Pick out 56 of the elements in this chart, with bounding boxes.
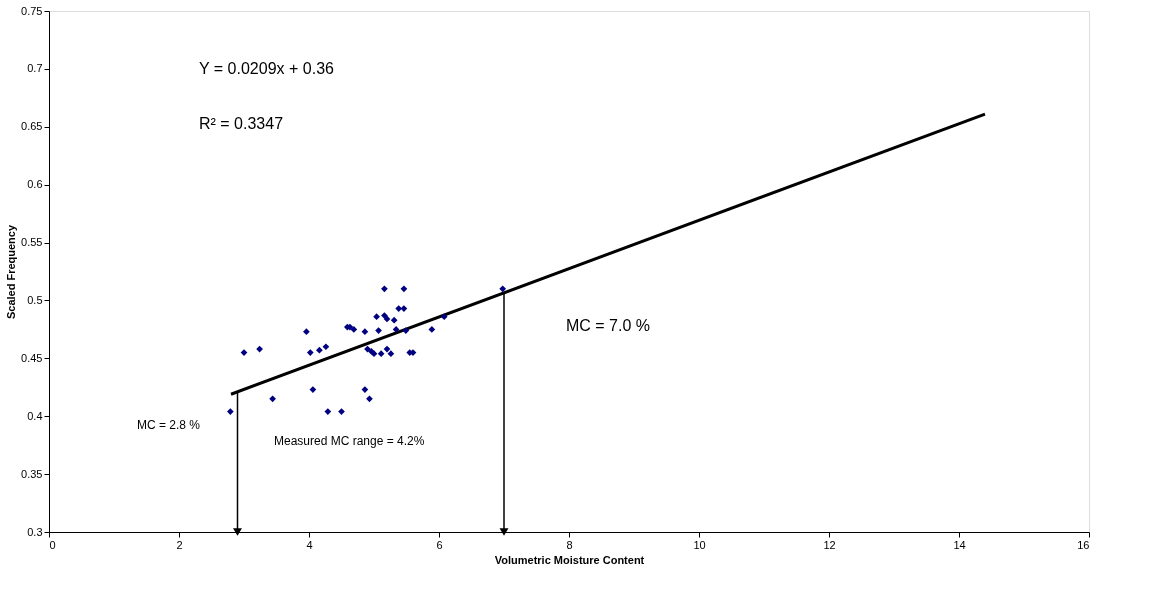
point xyxy=(440,313,448,321)
x-tick-label: 6 xyxy=(436,538,443,551)
point xyxy=(316,346,323,354)
point xyxy=(400,285,408,293)
point xyxy=(366,395,373,403)
point xyxy=(400,305,408,312)
annotation: MC = 7.0 % xyxy=(566,317,651,334)
point xyxy=(361,328,369,336)
point xyxy=(322,343,330,351)
point xyxy=(383,315,391,323)
point xyxy=(269,395,276,403)
point xyxy=(227,408,234,415)
x-tick-label: 10 xyxy=(693,538,706,551)
point xyxy=(428,326,436,333)
annotation: R² = 0.3347 xyxy=(199,115,284,132)
y-tick-label: 0.35 xyxy=(21,467,43,480)
y-axis-title: Scaled Frequency xyxy=(5,224,18,320)
y-tick-label: 0.3 xyxy=(27,525,43,538)
point xyxy=(303,328,310,336)
annotation: Measured MC range = 4.2% xyxy=(274,434,425,448)
point xyxy=(395,305,403,312)
point xyxy=(387,350,395,358)
point xyxy=(381,285,388,293)
point xyxy=(402,327,410,334)
point xyxy=(383,345,391,353)
y-tick-label: 0.4 xyxy=(27,409,43,422)
x-tick-label: 2 xyxy=(176,538,183,551)
y-tick-label: 0.7 xyxy=(27,62,43,75)
x-tick-label: 14 xyxy=(953,538,966,551)
point xyxy=(338,408,345,415)
y-tick-label: 0.65 xyxy=(21,120,43,133)
y-tick-label: 0.55 xyxy=(21,236,43,249)
y-tick-label: 0.75 xyxy=(21,4,43,17)
x-tick-label: 0 xyxy=(49,538,56,551)
x-tick-label: 12 xyxy=(823,538,836,551)
point xyxy=(499,285,507,293)
point xyxy=(350,326,358,333)
point xyxy=(361,386,369,393)
annotation: MC = 2.8 % xyxy=(137,418,201,432)
point xyxy=(309,386,317,393)
y-tick-label: 0.6 xyxy=(27,178,43,191)
point xyxy=(306,349,314,356)
point xyxy=(324,408,332,415)
point xyxy=(377,350,385,358)
annotation: Y = 0.0209x + 0.36 xyxy=(199,60,335,77)
y-tick-label: 0.5 xyxy=(27,293,43,306)
x-tick-label: 8 xyxy=(566,538,573,551)
point xyxy=(256,345,263,353)
point xyxy=(375,327,382,334)
point xyxy=(373,313,380,321)
point xyxy=(390,316,398,324)
x-axis-title: Volumetric Moisture Content xyxy=(494,553,645,566)
point xyxy=(392,326,400,333)
x-tick-label: 4 xyxy=(306,538,313,551)
y-tick-label: 0.45 xyxy=(21,351,43,364)
x-tick-label: 16 xyxy=(1077,538,1090,551)
